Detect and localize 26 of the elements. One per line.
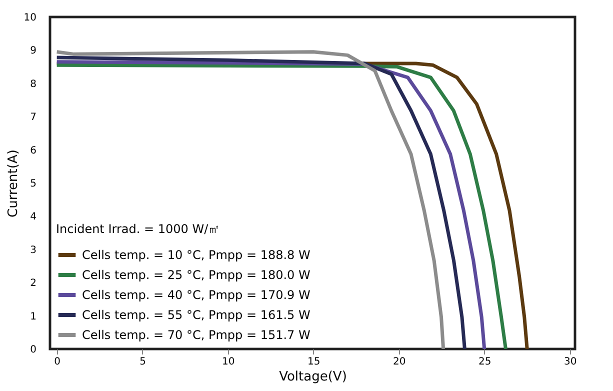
x-tick-label: 20 — [392, 356, 406, 368]
x-tick-label: 15 — [307, 356, 320, 368]
y-tick-label: 0 — [30, 344, 36, 356]
x-axis-title: Voltage(V) — [279, 370, 347, 384]
legend-label: Cells temp. = 55 °C, Pmpp = 161.5 W — [82, 308, 310, 322]
y-tick-label: 5 — [30, 178, 36, 190]
legend-label: Cells temp. = 40 °C, Pmpp = 170.9 W — [82, 288, 310, 302]
legend-label: Cells temp. = 10 °C, Pmpp = 188.8 W — [82, 248, 310, 262]
y-tick-label: 1 — [30, 311, 36, 322]
y-tick-label: 6 — [30, 145, 36, 156]
x-tick-label: 5 — [140, 356, 146, 368]
x-tick-label: 10 — [222, 356, 235, 368]
y-tick-label: 10 — [24, 12, 36, 24]
x-tick-label: 25 — [478, 356, 492, 368]
x-tick-label: 0 — [54, 356, 61, 368]
x-tick-label: 30 — [564, 356, 577, 368]
y-tick-label: 8 — [30, 78, 36, 90]
legend-label: Cells temp. = 25 °C, Pmpp = 180.0 W — [82, 268, 310, 282]
y-tick-label: 3 — [30, 244, 36, 256]
y-axis-title: Current(A) — [6, 150, 21, 218]
y-tick-label: 9 — [30, 46, 36, 57]
legend-label: Cells temp. = 70 °C, Pmpp = 151.7 W — [82, 328, 310, 342]
y-tick-label: 4 — [30, 212, 36, 223]
legend-title: Incident Irrad. = 1000 W/㎡ — [56, 222, 220, 236]
y-tick-label: 7 — [30, 112, 36, 124]
y-tick-label: 2 — [30, 278, 36, 290]
